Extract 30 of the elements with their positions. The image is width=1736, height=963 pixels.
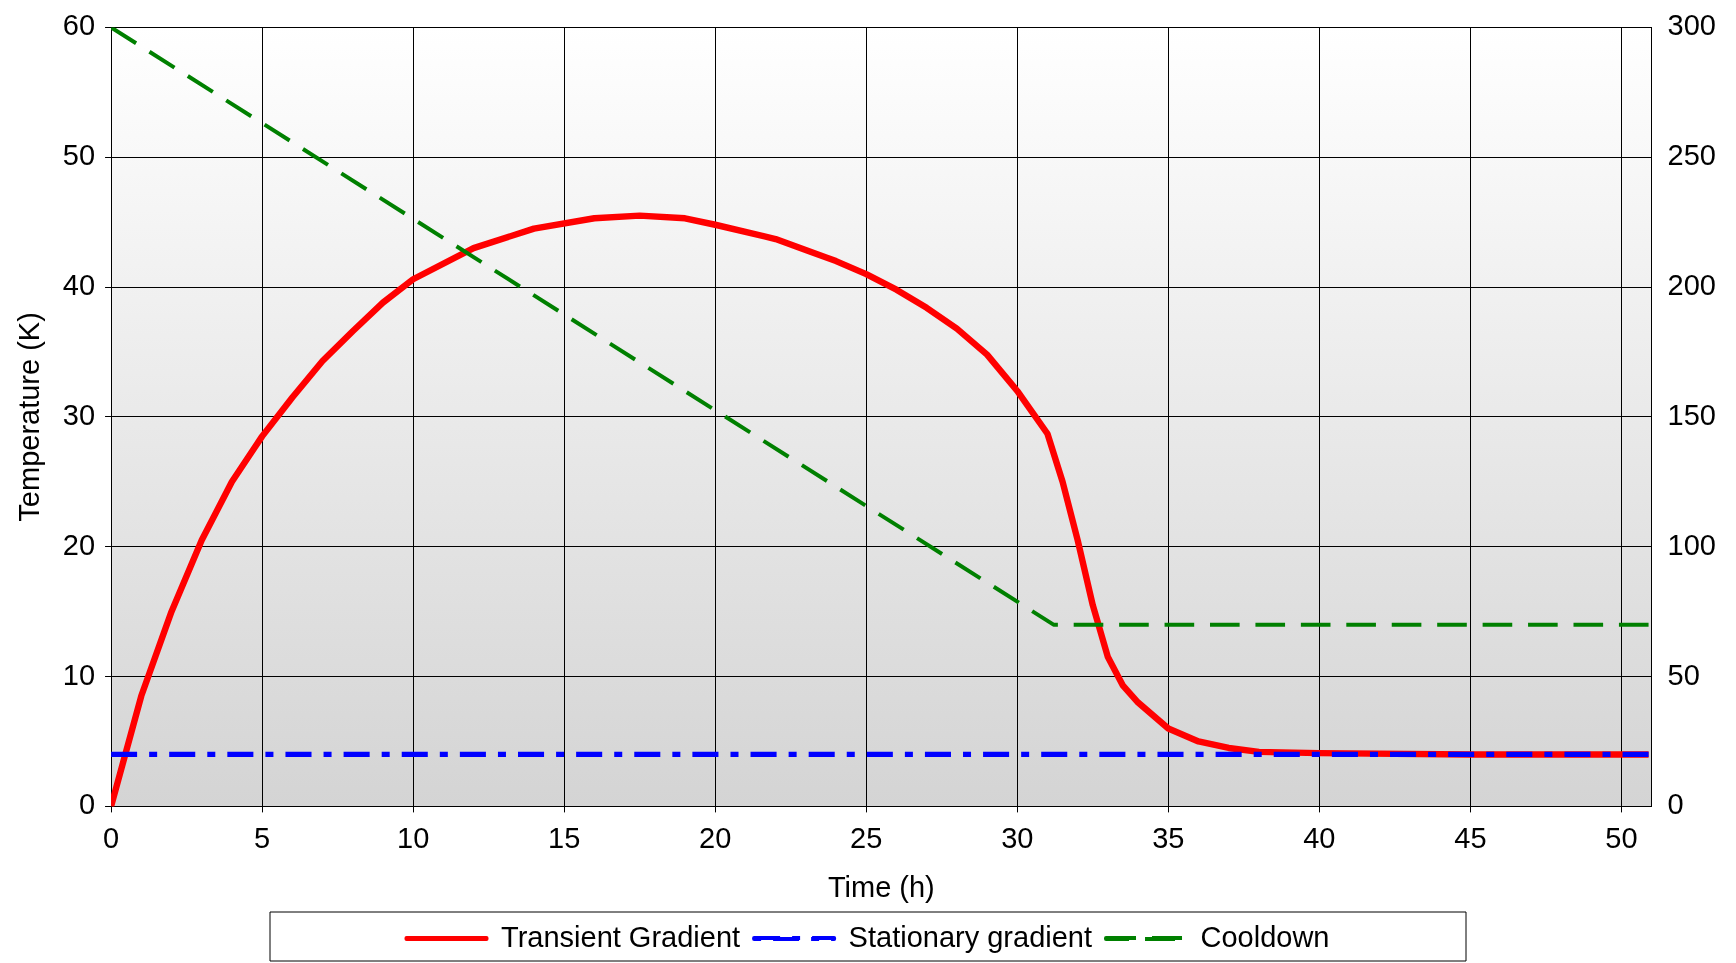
x-tick-label: 50 [1605, 821, 1638, 854]
legend-label: Stationary gradient [848, 920, 1093, 953]
y-tick-label: 40 [62, 269, 96, 302]
x-tick-label: 35 [1152, 821, 1185, 854]
x-axis-title: Time (h) [827, 870, 935, 903]
y-tick-label: 10 [62, 658, 96, 691]
y2-tick-label: 50 [1667, 658, 1700, 691]
y2-tick-label: 150 [1667, 398, 1717, 431]
y-tick-label: 60 [62, 9, 96, 42]
y2-tick-label: 300 [1667, 9, 1717, 42]
y2-tick-label: 250 [1667, 139, 1717, 172]
y2-tick-label: 200 [1667, 269, 1717, 302]
y-axis-title: Temperature (K) [13, 312, 46, 522]
y2-tick-label: 0 [1667, 788, 1684, 821]
x-tick-label: 5 [254, 821, 271, 854]
legend-label: Cooldown [1200, 920, 1330, 953]
x-tick-label: 0 [102, 821, 120, 854]
y-tick-label: 50 [62, 139, 96, 172]
x-tick-label: 15 [548, 821, 581, 854]
y-tick-label: 20 [62, 528, 96, 561]
y-tick-label: 0 [78, 788, 96, 821]
y-tick-label: 30 [62, 398, 96, 431]
x-tick-label: 20 [699, 821, 732, 854]
x-tick-label: 25 [850, 821, 883, 854]
x-tick-label: 45 [1454, 821, 1487, 854]
legend-label: Transient Gradient [501, 920, 741, 953]
x-tick-label: 10 [396, 821, 430, 854]
x-tick-label: 30 [1001, 821, 1034, 854]
y2-tick-label: 100 [1667, 528, 1717, 561]
x-tick-label: 40 [1303, 821, 1336, 854]
